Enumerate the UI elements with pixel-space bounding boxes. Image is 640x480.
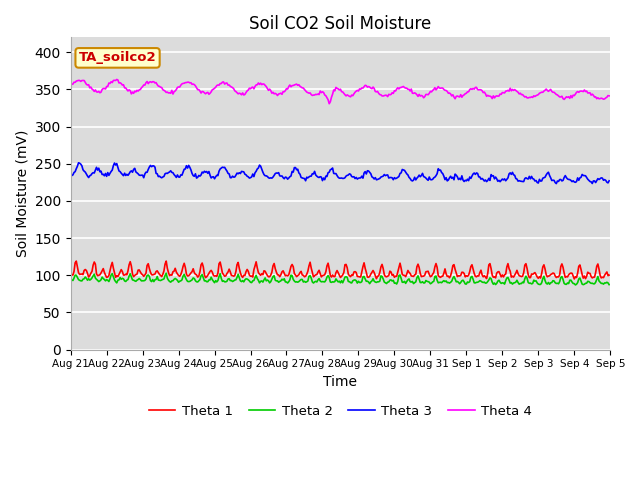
Theta 4 <box>396 84 404 90</box>
Theta 3 <box>75 160 83 166</box>
Theta 2 <box>395 273 403 278</box>
Theta 1 <box>570 276 578 282</box>
Line: Theta 2: Theta 2 <box>70 273 609 285</box>
Theta 1 <box>369 268 377 274</box>
Theta 3 <box>295 170 303 176</box>
Theta 2 <box>163 270 170 276</box>
Legend: Theta 1, Theta 2, Theta 3, Theta 4: Theta 1, Theta 2, Theta 3, Theta 4 <box>143 400 538 423</box>
Theta 3 <box>463 176 471 182</box>
Theta 4 <box>371 85 378 91</box>
Text: TA_soilco2: TA_soilco2 <box>79 51 156 64</box>
Theta 3 <box>236 170 243 176</box>
Theta 4 <box>465 89 472 95</box>
Theta 3 <box>605 178 613 184</box>
Theta 4 <box>113 77 120 83</box>
X-axis label: Time: Time <box>323 375 358 389</box>
Theta 3 <box>558 178 566 184</box>
Theta 2 <box>605 282 613 288</box>
Theta 4 <box>236 90 243 96</box>
Theta 1 <box>557 264 564 269</box>
Theta 1 <box>163 258 170 264</box>
Theta 4 <box>558 93 566 99</box>
Y-axis label: Soil Moisture (mV): Soil Moisture (mV) <box>15 130 29 257</box>
Theta 4 <box>325 101 333 107</box>
Theta 3 <box>67 172 74 178</box>
Theta 1 <box>395 264 403 270</box>
Theta 3 <box>552 181 560 187</box>
Theta 2 <box>67 276 74 282</box>
Theta 2 <box>572 282 579 288</box>
Theta 4 <box>295 82 303 88</box>
Theta 2 <box>295 279 303 285</box>
Theta 2 <box>463 279 471 285</box>
Line: Theta 1: Theta 1 <box>70 261 609 279</box>
Theta 1 <box>463 274 471 279</box>
Theta 3 <box>369 175 377 180</box>
Theta 1 <box>236 265 243 271</box>
Theta 1 <box>67 273 74 278</box>
Theta 1 <box>295 272 303 277</box>
Theta 2 <box>557 275 564 280</box>
Theta 4 <box>67 83 74 88</box>
Theta 2 <box>369 276 377 282</box>
Line: Theta 3: Theta 3 <box>70 163 609 184</box>
Theta 2 <box>236 275 243 281</box>
Title: Soil CO2 Soil Moisture: Soil CO2 Soil Moisture <box>250 15 431 33</box>
Theta 3 <box>395 174 403 180</box>
Theta 4 <box>605 93 613 99</box>
Theta 1 <box>605 272 613 278</box>
Line: Theta 4: Theta 4 <box>70 80 609 104</box>
